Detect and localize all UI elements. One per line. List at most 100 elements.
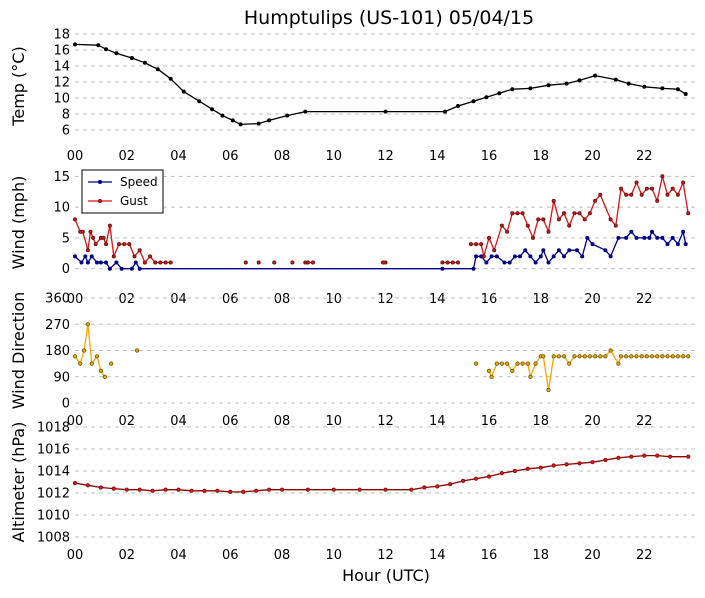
temp-x-tick-label: 14: [429, 149, 446, 164]
wind-data-point: [541, 217, 546, 222]
wind-series-gust: [74, 219, 171, 264]
altimeter-y-tick-label: 1014: [37, 465, 70, 480]
wind-data-point: [546, 260, 551, 265]
direction-data-point: [510, 368, 515, 373]
wind-x-tick-label: 18: [532, 292, 549, 307]
wind-data-point: [686, 211, 691, 216]
wind-data-point: [523, 248, 528, 253]
altimeter-data-point: [629, 454, 634, 459]
wind-data-point: [675, 242, 680, 247]
temp-x-tick-label: 02: [118, 149, 135, 164]
wind-data-point: [624, 235, 629, 240]
wind-data-point: [471, 266, 476, 271]
wind-data-point: [562, 211, 567, 216]
wind-data-point: [98, 260, 103, 265]
wind-data-point: [512, 254, 517, 259]
direction-data-point: [89, 361, 94, 366]
altimeter-x-tick-label: 04: [170, 548, 187, 563]
wind-data-point: [474, 254, 479, 259]
direction-y-tick-label: 360: [45, 292, 70, 307]
wind-data-point: [147, 254, 152, 259]
wind-data-point: [256, 260, 261, 265]
wind-data-point: [505, 229, 510, 234]
wind-data-point: [683, 242, 688, 247]
direction-data-point: [598, 354, 603, 359]
wind-data-point: [80, 229, 85, 234]
wind-data-point: [567, 223, 572, 228]
wind-data-point: [624, 192, 629, 197]
wind-data-point: [515, 211, 520, 216]
wind-data-point: [474, 242, 479, 247]
direction-data-point: [546, 387, 551, 392]
x-axis-label: Hour (UTC): [342, 566, 430, 585]
altimeter-data-point: [163, 487, 168, 492]
wind-data-point: [580, 254, 585, 259]
legend-marker-gust: [98, 198, 103, 203]
direction-data-point: [680, 354, 686, 359]
wind-data-point: [660, 174, 665, 179]
wind-data-point: [572, 211, 577, 216]
direction-data-point: [665, 354, 670, 359]
altimeter-y-tick-label: 1008: [37, 531, 70, 546]
wind-data-point: [468, 242, 473, 247]
temp-data-point: [303, 109, 308, 114]
temp-data-point: [497, 91, 502, 96]
altimeter-data-point: [525, 466, 530, 471]
direction-data-point: [670, 354, 675, 359]
altimeter-data-point: [111, 486, 116, 491]
temp-y-tick-label: 12: [53, 76, 70, 91]
altimeter-x-tick-label: 08: [274, 548, 291, 563]
wind-y-tick-label: 5: [62, 231, 70, 246]
altimeter-data-point: [486, 474, 492, 479]
legend-label-speed: Speed: [120, 175, 158, 189]
direction-data-point: [504, 361, 510, 366]
wind-data-point: [655, 235, 660, 240]
altimeter-data-point: [577, 461, 582, 466]
wind-data-point: [502, 260, 507, 265]
direction-data-point: [489, 374, 494, 379]
altimeter-x-tick-label: 12: [377, 548, 394, 563]
wind-data-point: [91, 235, 96, 240]
wind-data-point: [577, 211, 582, 216]
wind-data-point: [122, 242, 127, 247]
direction-x-tick-label: 22: [636, 414, 653, 429]
temp-data-point: [230, 118, 235, 123]
wind-data-point: [556, 248, 561, 253]
direction-data-point: [675, 354, 681, 359]
temp-data-point: [613, 77, 618, 82]
altimeter-data-point: [279, 487, 285, 492]
temp-data-point: [484, 95, 489, 100]
direction-data-point: [135, 348, 140, 353]
wind-data-point: [675, 192, 680, 197]
direction-x-tick-label: 06: [222, 414, 239, 429]
wind-data-point: [305, 260, 310, 265]
altimeter-data-point: [422, 485, 427, 490]
wind-x-tick-label: 22: [636, 292, 653, 307]
altimeter-data-point: [409, 487, 414, 492]
direction-data-point: [499, 361, 504, 366]
temp-data-point: [210, 107, 215, 112]
altimeter-data-point: [176, 487, 181, 492]
wind-x-tick-label: 04: [170, 292, 187, 307]
altimeter-data-point: [642, 453, 647, 458]
altimeter-x-tick-label: 14: [429, 548, 446, 563]
altimeter-data-point: [686, 454, 691, 459]
wind-data-point: [88, 229, 93, 234]
wind-data-point: [634, 180, 639, 185]
wind-data-point: [499, 223, 504, 228]
altimeter-x-tick-label: 10: [325, 548, 342, 563]
direction-data-point: [567, 361, 572, 366]
altimeter-x-tick-label: 16: [481, 548, 498, 563]
direction-data-point: [473, 361, 479, 366]
temp-x-tick-label: 06: [222, 149, 239, 164]
wind-data-point: [665, 192, 670, 197]
altimeter-data-point: [202, 488, 207, 493]
direction-data-point: [608, 348, 613, 353]
wind-data-point: [168, 260, 173, 265]
direction-data-point: [587, 354, 593, 359]
wind-data-point: [546, 229, 551, 234]
altimeter-data-point: [435, 484, 440, 489]
wind-data-point: [531, 235, 536, 240]
temp-data-point: [455, 104, 460, 109]
temp-data-point: [256, 121, 261, 126]
